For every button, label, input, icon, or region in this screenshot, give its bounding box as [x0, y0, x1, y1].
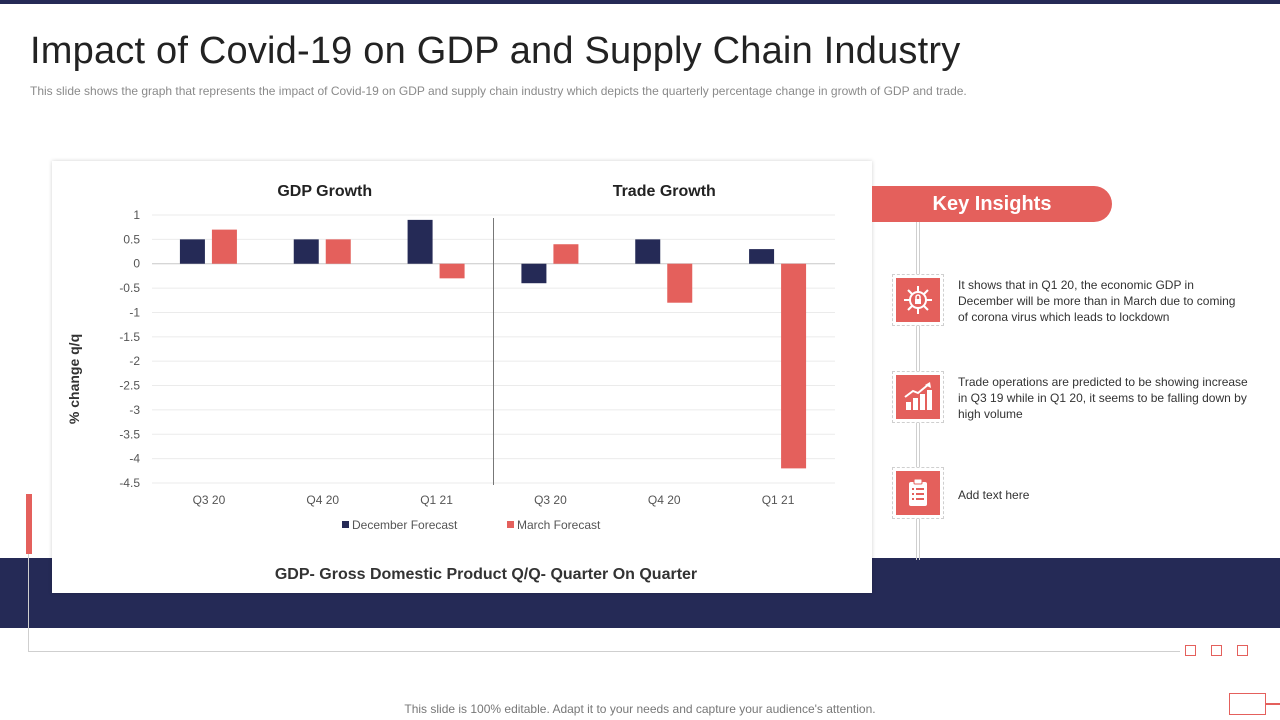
bar-march-forecast-3 — [553, 244, 579, 264]
bar-march-forecast-1 — [325, 239, 351, 264]
x-tick-label-2: Q1 21 — [420, 493, 453, 507]
footer-decor-box — [1229, 693, 1266, 715]
legend-label-1: March Forecast — [517, 518, 601, 532]
bar-december-forecast-4 — [635, 239, 661, 264]
clipboard-icon-box — [892, 467, 944, 519]
bar-december-forecast-0 — [179, 239, 205, 264]
bar-march-forecast-0 — [211, 229, 237, 264]
y-tick-label-5: -1.5 — [119, 330, 140, 344]
page-title: Impact of Covid-19 on GDP and Supply Cha… — [30, 30, 961, 72]
y-tick-label-6: -2 — [129, 354, 140, 368]
chart-caption: GDP- Gross Domestic Product Q/Q- Quarter… — [275, 566, 697, 583]
insight-text-3: Add text here — [958, 488, 1030, 502]
x-tick-label-3: Q3 20 — [534, 493, 567, 507]
bar-march-forecast-5 — [781, 263, 807, 469]
y-tick-label-3: -0.5 — [119, 281, 140, 295]
bar-december-forecast-1 — [293, 239, 319, 264]
bar-december-forecast-5 — [749, 249, 775, 264]
bar-december-forecast-3 — [521, 263, 547, 284]
y-tick-label-0: 1 — [133, 208, 140, 222]
y-tick-label-2: 0 — [133, 257, 140, 271]
x-tick-label-0: Q3 20 — [193, 493, 226, 507]
y-tick-label-9: -3.5 — [119, 427, 140, 441]
bar-march-forecast-2 — [439, 263, 465, 279]
bar-march-forecast-4 — [667, 263, 693, 303]
y-tick-label-10: -4 — [129, 452, 140, 466]
panel-title-0: GDP Growth — [277, 183, 372, 200]
legend-label-0: December Forecast — [352, 518, 458, 532]
legend-swatch-1 — [507, 521, 514, 528]
virus-icon-box — [892, 274, 944, 326]
page-subtitle: This slide shows the graph that represen… — [30, 84, 967, 98]
chart-svg: 1 0.5 0 -0.5 -1 -1.5 -2 -2.5 -3 -3.5 -4 -4.5 GDP Gro… — [66, 183, 835, 583]
footer-decor-line — [1266, 703, 1280, 705]
decor-square-1 — [1185, 645, 1196, 656]
frame-line-horizontal — [28, 651, 1180, 652]
x-tick-label-5: Q1 21 — [762, 493, 795, 507]
x-tick-label-1: Q4 20 — [306, 493, 339, 507]
bar-december-forecast-2 — [407, 219, 433, 264]
chart-card: 1 0.5 0 -0.5 -1 -1.5 -2 -2.5 -3 -3.5 -4 -4.5 GDP Gro… — [52, 161, 872, 593]
frame-line-vertical — [28, 554, 29, 652]
insight-text-2: Trade operations are predicted to be sho… — [958, 375, 1248, 421]
virus-icon — [904, 286, 932, 314]
decor-square-3 — [1237, 645, 1248, 656]
legend-swatch-0 — [342, 521, 349, 528]
red-accent-bar — [26, 494, 32, 554]
growth-icon-box — [892, 371, 944, 423]
x-tick-label-4: Q4 20 — [648, 493, 681, 507]
panel-title-1: Trade Growth — [613, 183, 716, 200]
y-axis-label: % change q/q — [66, 334, 82, 424]
clipboard-icon — [909, 478, 927, 506]
top-bar — [0, 0, 1280, 4]
growth-chart-icon — [904, 382, 932, 410]
y-tick-label-8: -3 — [129, 403, 140, 417]
y-tick-label-7: -2.5 — [119, 379, 140, 393]
y-tick-label-1: 0.5 — [123, 232, 140, 246]
footer-text: This slide is 100% editable. Adapt it to… — [404, 702, 876, 716]
key-insights-header: Key Insights — [872, 186, 1112, 222]
y-tick-label-11: -4.5 — [119, 476, 140, 490]
y-tick-label-4: -1 — [129, 305, 140, 319]
decor-square-2 — [1211, 645, 1222, 656]
insight-text-1: It shows that in Q1 20, the economic GDP… — [958, 278, 1236, 324]
